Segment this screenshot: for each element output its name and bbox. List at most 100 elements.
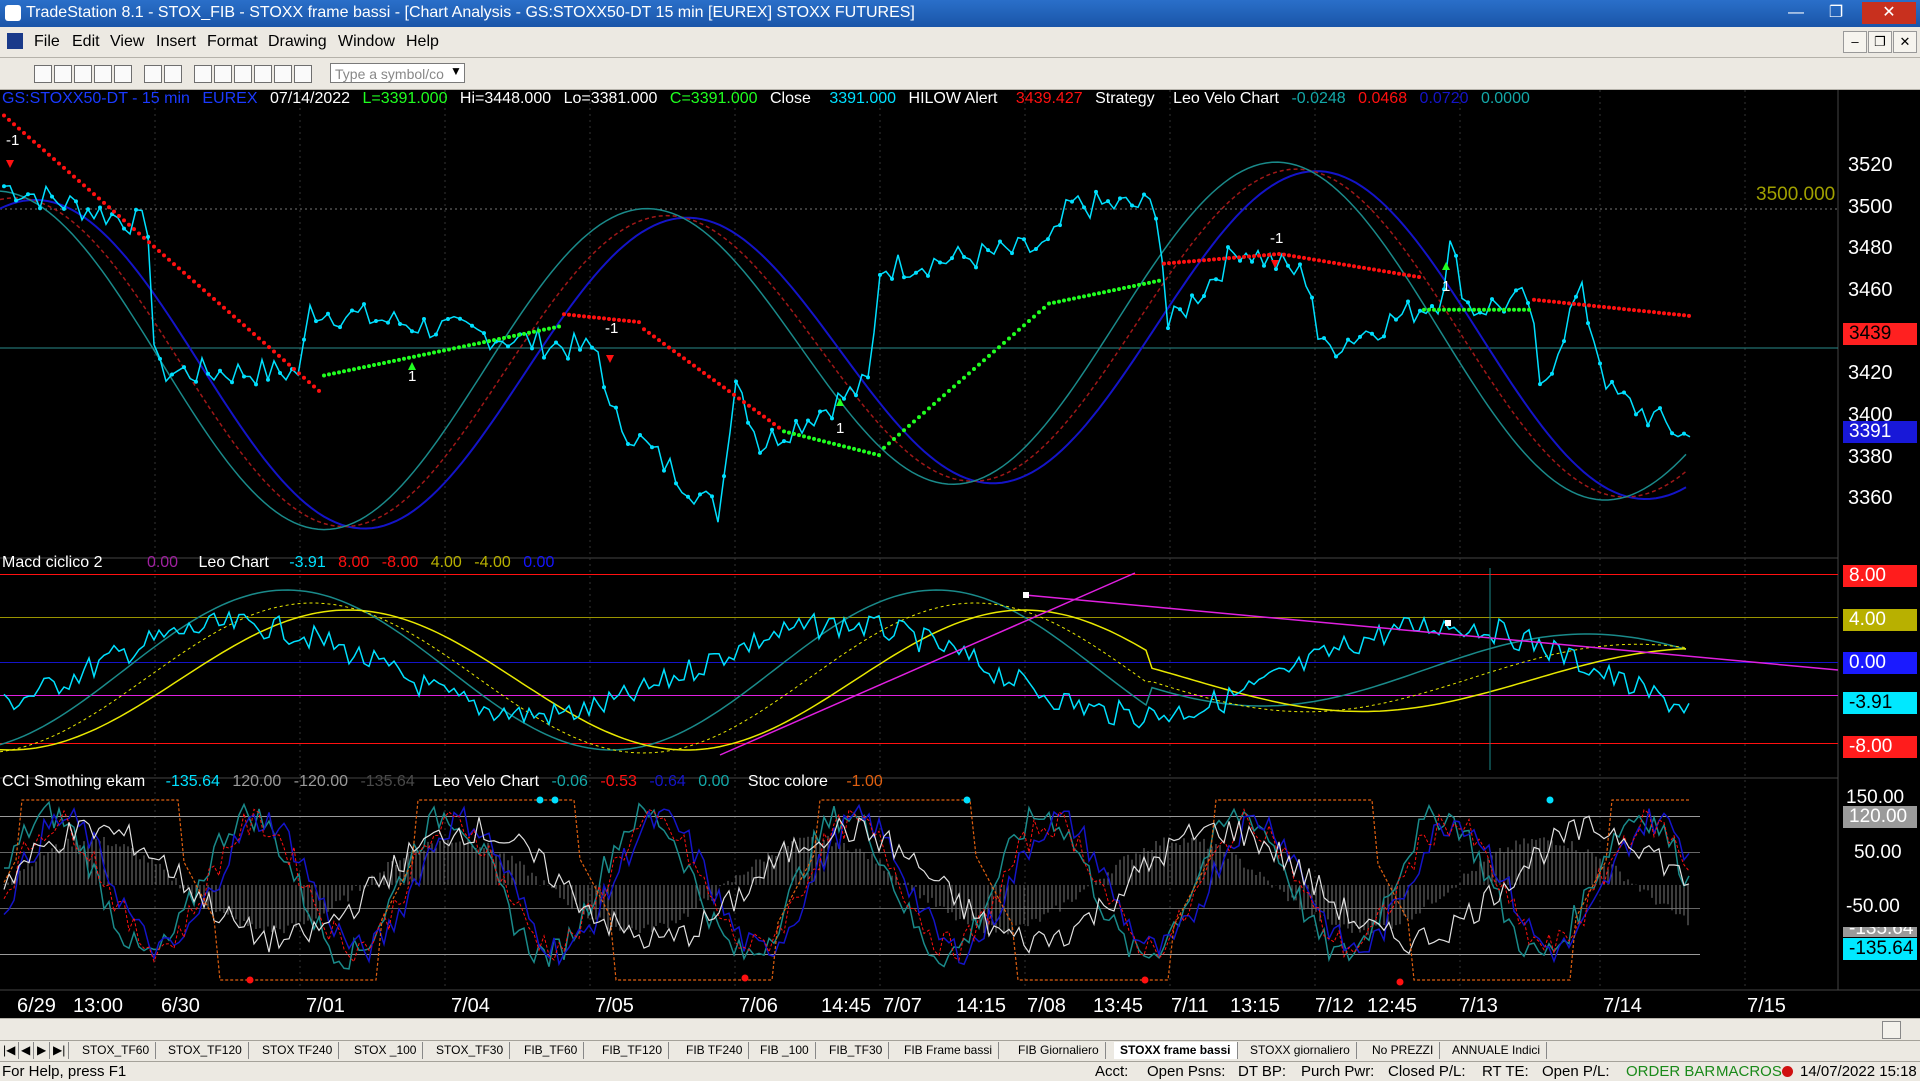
print-preview-icon[interactable] <box>144 65 162 83</box>
hilow-green-dot <box>412 354 416 359</box>
scroll-thumb[interactable] <box>1882 1021 1901 1039</box>
order-entry-icon[interactable] <box>254 65 272 83</box>
hilow-green-dot <box>787 430 791 435</box>
maximize-button[interactable]: ❐ <box>1828 4 1844 21</box>
print-icon[interactable] <box>164 65 182 83</box>
menu-view[interactable]: View <box>110 33 145 50</box>
hilow-green-dot <box>1462 307 1466 312</box>
chart-canvas[interactable] <box>0 90 1920 1018</box>
mdi-minimize-button[interactable]: – <box>1843 31 1867 53</box>
price-close-point <box>902 275 906 280</box>
hilow-red-dot <box>622 318 626 323</box>
hilow-red-dot <box>292 366 296 371</box>
save-icon[interactable] <box>74 65 92 83</box>
radar-icon[interactable] <box>214 65 232 83</box>
hilow-red-dot <box>1557 300 1561 305</box>
tab-nav-prev[interactable]: ◀ <box>18 1042 35 1059</box>
price-close-point <box>782 439 786 444</box>
price-close-point <box>938 260 942 265</box>
tab-fib-tf240[interactable]: FIB TF240 <box>680 1042 750 1059</box>
price-close-point <box>230 380 234 385</box>
chart-analysis-window[interactable]: GS:STOXX50-DT - 15 min EUREX 07/14/2022 … <box>0 90 1920 1018</box>
menu-insert[interactable]: Insert <box>156 33 197 50</box>
minimize-button[interactable]: — <box>1788 4 1804 21</box>
menu-file[interactable]: File <box>34 33 60 50</box>
hilow-red-dot <box>82 183 86 188</box>
hilow-red-dot <box>1392 270 1396 275</box>
symbol-dropdown-icon[interactable]: ▼ <box>450 64 462 78</box>
hilow-red-dot <box>1617 306 1621 311</box>
menu-help[interactable]: Help <box>406 33 439 50</box>
tab-fib-100[interactable]: FIB _100 <box>754 1042 816 1059</box>
tab-nav-next[interactable]: ▶ <box>34 1042 51 1059</box>
hilow-red-dot <box>1397 271 1401 276</box>
hilow-green-dot <box>442 348 446 353</box>
hilow-green-dot <box>832 441 836 446</box>
tab-no-prezzi[interactable]: No PREZZI <box>1366 1042 1441 1059</box>
hilow-green-dot <box>397 357 401 362</box>
tab-stoxx-frame-bassi[interactable]: STOXX frame bassi <box>1114 1042 1238 1059</box>
mdi-restore-button[interactable]: ❐ <box>1868 31 1892 53</box>
horizontal-scrollbar[interactable] <box>0 1018 1920 1040</box>
hilow-red-dot <box>247 327 251 332</box>
scanner-icon[interactable] <box>274 65 292 83</box>
chart-window-icon[interactable] <box>194 65 212 83</box>
matrix-icon[interactable] <box>234 65 252 83</box>
open-icon[interactable] <box>54 65 72 83</box>
hilow-red-dot <box>1402 272 1406 277</box>
hilow-red-dot <box>47 152 51 157</box>
folder-icon[interactable] <box>114 65 132 83</box>
hilow-red-dot <box>667 345 671 350</box>
menu-edit[interactable]: Edit <box>72 33 100 50</box>
hilow-green-dot <box>912 419 916 424</box>
tab-fib-giornaliero[interactable]: FIB Giornaliero <box>1012 1042 1106 1059</box>
cci-box-last: -135.64 <box>1843 938 1917 960</box>
time-label-7-07: 7/07 <box>883 995 922 1017</box>
hilow-green-dot <box>862 449 866 454</box>
hilow-green-dot <box>1027 318 1031 323</box>
tab-annuale-indici[interactable]: ANNUALE Indici <box>1446 1042 1548 1059</box>
macd-box-0: 0.00 <box>1843 652 1917 674</box>
hilow-green-dot <box>1517 307 1521 312</box>
menu-drawing[interactable]: Drawing <box>268 33 327 50</box>
symbol-input[interactable]: Type a symbol/co <box>330 63 465 83</box>
order-bar-button[interactable]: ORDER BAR <box>1626 1063 1716 1080</box>
tab-nav-last[interactable]: ▶| <box>50 1042 70 1059</box>
mdi-close-button[interactable]: ✕ <box>1893 31 1917 53</box>
hilow-green-dot <box>982 358 986 363</box>
cci-l1: -0.06 <box>551 773 588 790</box>
hilow-red-dot <box>1572 301 1576 306</box>
hilow-red-dot <box>562 312 566 317</box>
close-button[interactable]: ✕ <box>1862 2 1916 24</box>
menu-format[interactable]: Format <box>207 33 258 50</box>
tab-stox-tf120[interactable]: STOX_TF120 <box>162 1042 249 1059</box>
tab-stoxx-giornaliero[interactable]: STOXX giornaliero <box>1244 1042 1357 1059</box>
document-icon[interactable] <box>7 33 23 49</box>
hilow-green-dot <box>907 423 911 428</box>
tab-stox-tf30[interactable]: STOX_TF30 <box>430 1042 511 1059</box>
price-close-point <box>1142 192 1146 197</box>
hilow-red-dot <box>707 374 711 379</box>
tab-stox-100[interactable]: STOX _100 <box>348 1042 424 1059</box>
tab-fib-tf30[interactable]: FIB_TF30 <box>823 1042 890 1059</box>
hilow-red-dot <box>267 345 271 350</box>
leo-value-2: 0.0468 <box>1358 90 1408 107</box>
tab-fib-frame-bassi[interactable]: FIB Frame bassi <box>898 1042 1000 1059</box>
news-icon[interactable] <box>294 65 312 83</box>
save-all-icon[interactable] <box>94 65 112 83</box>
open-positions-field: Open Psns: <box>1147 1063 1226 1080</box>
hilow-red-dot <box>742 400 746 405</box>
tab-nav-first[interactable]: |◀ <box>0 1042 20 1059</box>
purch-pwr-field: Purch Pwr: <box>1301 1063 1375 1080</box>
hilow-red-dot <box>1387 270 1391 275</box>
tab-stox-tf60[interactable]: STOX_TF60 <box>76 1042 157 1059</box>
hilow-red-dot <box>1637 308 1641 313</box>
price-close-point <box>1550 371 1554 376</box>
macros-button[interactable]: MACROS <box>1716 1063 1782 1080</box>
tab-stox-tf240[interactable]: STOX TF240 <box>256 1042 340 1059</box>
hilow-green-dot <box>802 434 806 439</box>
new-icon[interactable] <box>34 65 52 83</box>
tab-fib-tf120[interactable]: FIB_TF120 <box>596 1042 670 1059</box>
menu-window[interactable]: Window <box>338 33 395 50</box>
tab-fib-tf60[interactable]: FIB_TF60 <box>518 1042 585 1059</box>
